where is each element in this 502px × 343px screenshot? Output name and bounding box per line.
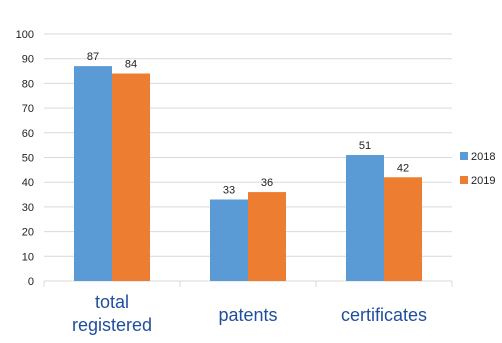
legend: 2018 2019 [460, 151, 495, 187]
y-tick-label: 30 [22, 202, 34, 214]
y-tick-label: 100 [16, 29, 34, 41]
category-label: patents [218, 305, 277, 325]
category-label: registered [72, 315, 152, 335]
y-axis: 0 10 20 30 40 50 60 70 80 90 100 [16, 29, 34, 288]
bar-2018 [346, 155, 384, 281]
y-tick-label: 0 [28, 276, 34, 288]
y-tick-label: 70 [22, 103, 34, 115]
data-label: 51 [359, 140, 371, 152]
bar-2019 [248, 192, 286, 281]
bar-2018 [74, 66, 112, 281]
category-label: certificates [341, 305, 427, 325]
data-labels: 87 84 33 36 51 42 [87, 51, 409, 196]
y-tick-label: 50 [22, 153, 34, 165]
legend-swatch-2019 [460, 176, 468, 184]
bars [74, 66, 422, 282]
x-axis: total registered patents certificates [43, 281, 453, 335]
y-tick-label: 60 [22, 128, 34, 140]
y-tick-label: 20 [22, 227, 34, 239]
data-label: 87 [87, 51, 99, 63]
bar-2018 [210, 199, 248, 281]
legend-label-2018: 2018 [471, 151, 495, 163]
y-tick-label: 80 [22, 78, 34, 90]
bar-2019 [384, 177, 422, 281]
data-label: 84 [125, 59, 137, 71]
legend-label-2019: 2019 [471, 175, 495, 187]
bar-2019 [112, 73, 150, 282]
y-tick-label: 90 [22, 54, 34, 66]
data-label: 33 [223, 184, 235, 196]
data-label: 36 [261, 177, 273, 189]
y-tick-label: 10 [22, 251, 34, 263]
category-label: total [95, 292, 129, 312]
legend-swatch-2018 [460, 152, 468, 160]
y-tick-label: 40 [22, 177, 34, 189]
data-label: 42 [397, 162, 409, 174]
